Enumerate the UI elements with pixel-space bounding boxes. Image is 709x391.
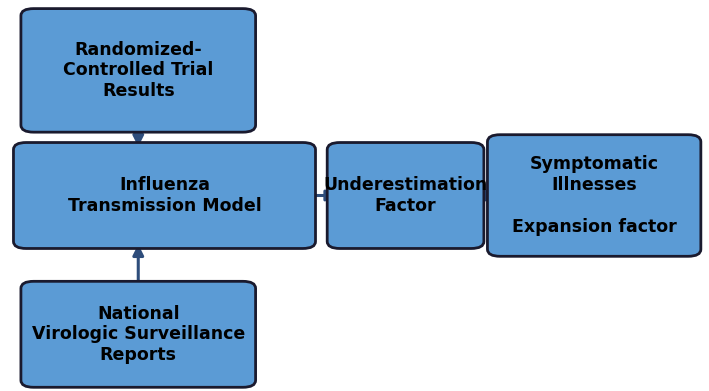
Text: Underestimation
Factor: Underestimation Factor xyxy=(323,176,488,215)
FancyBboxPatch shape xyxy=(327,143,484,249)
Text: Symptomatic
Illnesses

Expansion factor: Symptomatic Illnesses Expansion factor xyxy=(512,155,676,236)
Text: Randomized-
Controlled Trial
Results: Randomized- Controlled Trial Results xyxy=(63,41,213,100)
Text: National
Virologic Surveillance
Reports: National Virologic Surveillance Reports xyxy=(32,305,245,364)
Text: Influenza
Transmission Model: Influenza Transmission Model xyxy=(67,176,262,215)
FancyBboxPatch shape xyxy=(21,9,255,132)
FancyBboxPatch shape xyxy=(488,135,700,256)
FancyBboxPatch shape xyxy=(13,143,316,249)
FancyBboxPatch shape xyxy=(21,282,255,387)
